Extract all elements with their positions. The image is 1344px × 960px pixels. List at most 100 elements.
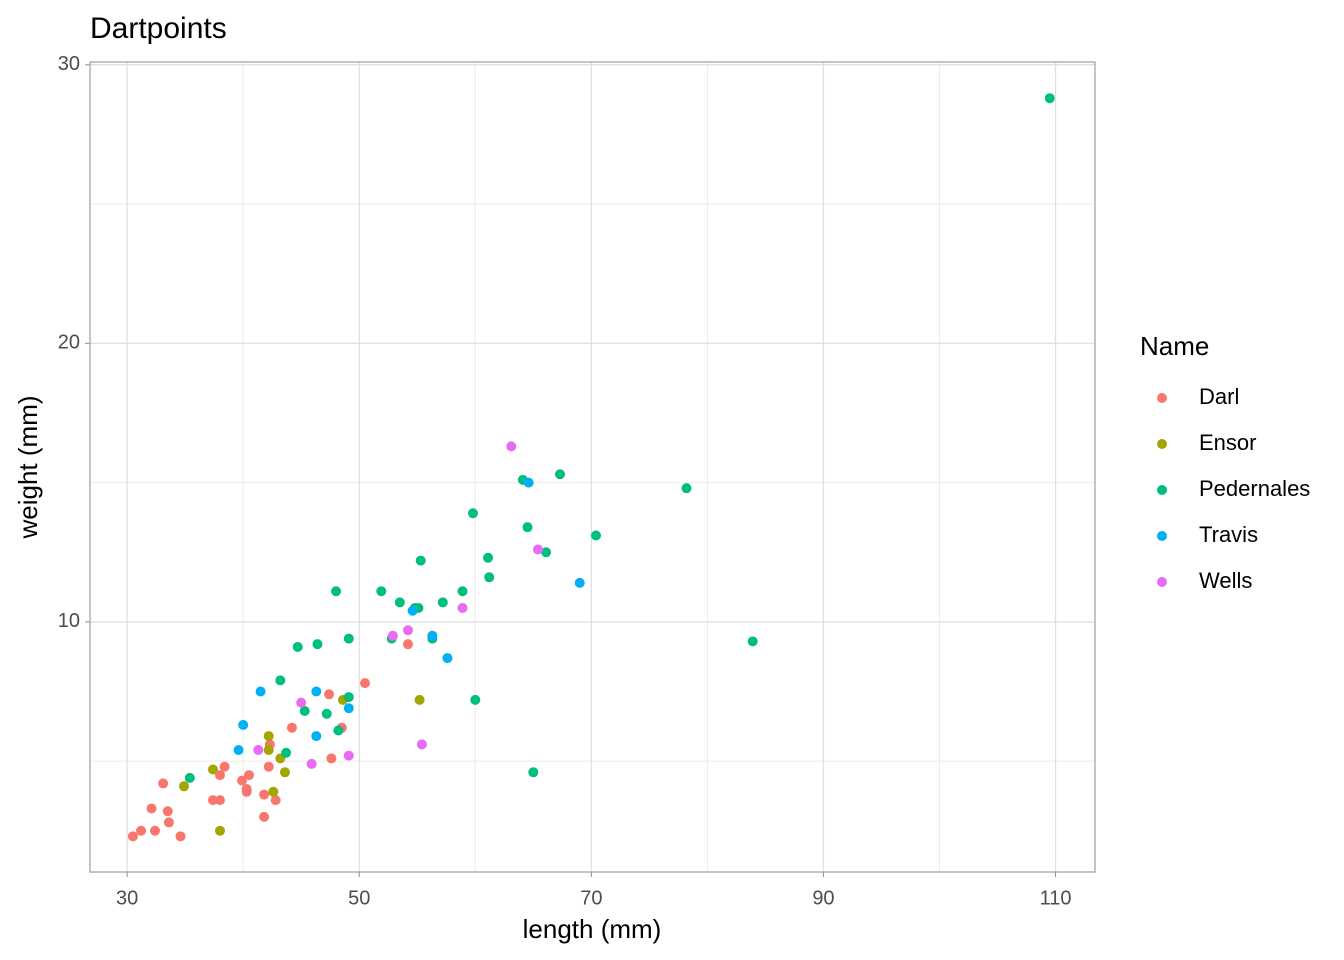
point [343,703,354,714]
point [299,706,310,717]
point [306,758,317,769]
point [296,697,307,708]
point [158,778,169,789]
y-tick-label: 30 [58,53,80,75]
point [233,744,244,755]
point [238,719,249,730]
point [281,747,292,758]
point [402,625,413,636]
x-tick-label: 90 [812,887,834,909]
point [146,803,157,814]
point [275,675,286,686]
point [241,786,252,797]
x-tick-label: 70 [580,887,602,909]
chart-title: Dartpoints [90,12,227,45]
legend-title: Name [1140,331,1209,361]
point [184,772,195,783]
point [387,630,398,641]
point [416,739,427,750]
point [253,744,264,755]
legend-label: Pedernales [1199,476,1310,501]
legend-label: Travis [1199,522,1258,547]
y-tick-label: 20 [58,332,80,354]
point [311,686,322,697]
legend-label: Ensor [1199,430,1256,455]
point [263,744,274,755]
point [321,708,332,719]
point [394,597,405,608]
point [483,552,494,563]
point [149,825,160,836]
point [590,530,601,541]
point [457,586,468,597]
legend-label: Darl [1199,384,1239,409]
legend-swatch [1157,577,1167,587]
point [219,761,230,772]
legend-swatch [1157,439,1167,449]
point [681,483,692,494]
point [311,731,322,742]
point [268,786,279,797]
point [324,689,335,700]
point [208,764,219,775]
point [136,825,147,836]
point [333,725,344,736]
x-tick-label: 110 [1040,887,1072,909]
point [484,572,495,583]
y-tick-label: 10 [58,610,80,632]
point [1044,93,1055,104]
point [270,795,281,806]
panel-border [89,61,1096,873]
point [523,477,534,488]
point [331,586,342,597]
point [555,469,566,480]
point [360,678,371,689]
x-axis-label: length (mm) [523,914,662,944]
point [437,597,448,608]
point [457,602,468,613]
point [214,770,225,781]
point [326,753,337,764]
point [255,686,266,697]
x-tick-label: 50 [348,887,370,909]
point [467,508,478,519]
point [263,761,274,772]
point [259,811,270,822]
point [312,639,323,650]
point [402,639,413,650]
point [414,694,425,705]
point [208,795,219,806]
point [522,522,533,533]
point [243,770,254,781]
legend-swatch [1157,393,1167,403]
legend-label: Wells [1199,568,1252,593]
point [506,441,517,452]
point [747,636,758,647]
point [574,577,585,588]
y-axis-label: weight (mm) [13,395,43,539]
point [343,750,354,761]
point [286,722,297,733]
point [263,731,274,742]
point [179,781,190,792]
point [343,633,354,644]
point [279,767,290,778]
point [214,795,225,806]
point [415,555,426,566]
point [175,831,186,842]
point [470,694,481,705]
x-tick-label: 30 [116,887,138,909]
point [237,775,248,786]
point [127,831,138,842]
point [407,605,418,616]
point [541,547,552,558]
point [528,767,539,778]
point [292,641,303,652]
legend-swatch [1157,531,1167,541]
point [532,544,543,555]
point [376,586,387,597]
grid [90,62,1095,872]
legend-swatch [1157,485,1167,495]
point [343,692,354,703]
